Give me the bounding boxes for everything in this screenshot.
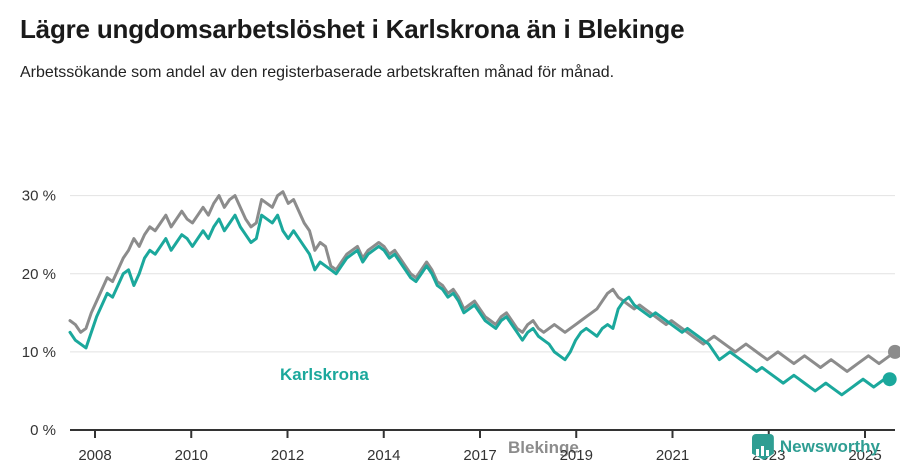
y-tick-30: 30 % (22, 188, 56, 205)
end-markers (883, 345, 900, 386)
x-tick-2012: 2012 (271, 447, 304, 464)
newsworthy-text: Newsworthy (780, 437, 880, 457)
x-tick-2008: 2008 (78, 447, 111, 464)
chart-subtitle: Arbetssökande som andel av den registerb… (20, 62, 860, 84)
y-tick-10: 10 % (22, 344, 56, 361)
data-lines (70, 192, 895, 395)
chart-svg-container: Blekinge Karlskrona 2008 2010 2012 2014 2017 2… (0, 170, 900, 474)
end-marker-karlskrona[interactable] (883, 372, 897, 386)
newsworthy-icon (752, 434, 774, 460)
x-tick-2019: 2019 (560, 447, 593, 464)
y-axis-ticks: 0 % 10 % 20 % 30 % (22, 188, 56, 439)
x-tick-2010: 2010 (175, 447, 208, 464)
x-tick-2014: 2014 (367, 447, 400, 464)
y-tick-0: 0 % (30, 422, 56, 439)
x-tick-2021: 2021 (656, 447, 689, 464)
newsworthy-logo: Newsworthy (752, 434, 880, 460)
chart-page: { "title": "Lägre ungdomsarbetslöshet i … (0, 0, 900, 474)
series-label-karlskrona: Karlskrona (280, 365, 369, 384)
line-series-blekinge[interactable] (70, 192, 895, 372)
chart-title: Lägre ungdomsarbetslöshet i Karlskrona ä… (20, 14, 880, 45)
y-tick-20: 20 % (22, 266, 56, 283)
line-series-karlskrona[interactable] (70, 215, 890, 395)
x-tick-2017: 2017 (463, 447, 496, 464)
